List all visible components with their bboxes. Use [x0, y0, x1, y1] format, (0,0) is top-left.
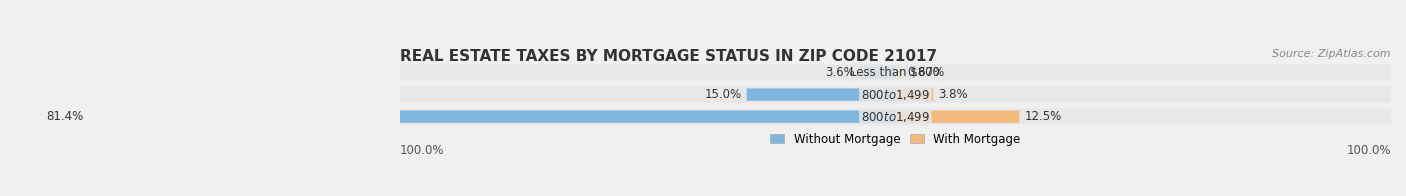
- FancyBboxPatch shape: [859, 66, 896, 79]
- Text: 100.0%: 100.0%: [1347, 144, 1391, 157]
- FancyBboxPatch shape: [896, 111, 1019, 123]
- Text: 0.67%: 0.67%: [907, 66, 945, 79]
- Text: 3.8%: 3.8%: [938, 88, 967, 101]
- Text: $800 to $1,499: $800 to $1,499: [860, 88, 929, 102]
- Text: 100.0%: 100.0%: [399, 144, 444, 157]
- Text: 81.4%: 81.4%: [46, 110, 84, 123]
- FancyBboxPatch shape: [399, 109, 1391, 125]
- Text: REAL ESTATE TAXES BY MORTGAGE STATUS IN ZIP CODE 21017: REAL ESTATE TAXES BY MORTGAGE STATUS IN …: [399, 49, 936, 64]
- Text: 12.5%: 12.5%: [1025, 110, 1062, 123]
- FancyBboxPatch shape: [399, 64, 1391, 81]
- Text: $800 to $1,499: $800 to $1,499: [860, 110, 929, 124]
- Text: 15.0%: 15.0%: [704, 88, 742, 101]
- FancyBboxPatch shape: [896, 66, 903, 79]
- Legend: Without Mortgage, With Mortgage: Without Mortgage, With Mortgage: [770, 132, 1021, 146]
- Text: 3.6%: 3.6%: [825, 66, 855, 79]
- FancyBboxPatch shape: [896, 88, 934, 101]
- Text: Source: ZipAtlas.com: Source: ZipAtlas.com: [1272, 49, 1391, 59]
- FancyBboxPatch shape: [89, 111, 896, 123]
- FancyBboxPatch shape: [399, 86, 1391, 103]
- FancyBboxPatch shape: [747, 88, 896, 101]
- Text: Less than $800: Less than $800: [851, 66, 941, 79]
